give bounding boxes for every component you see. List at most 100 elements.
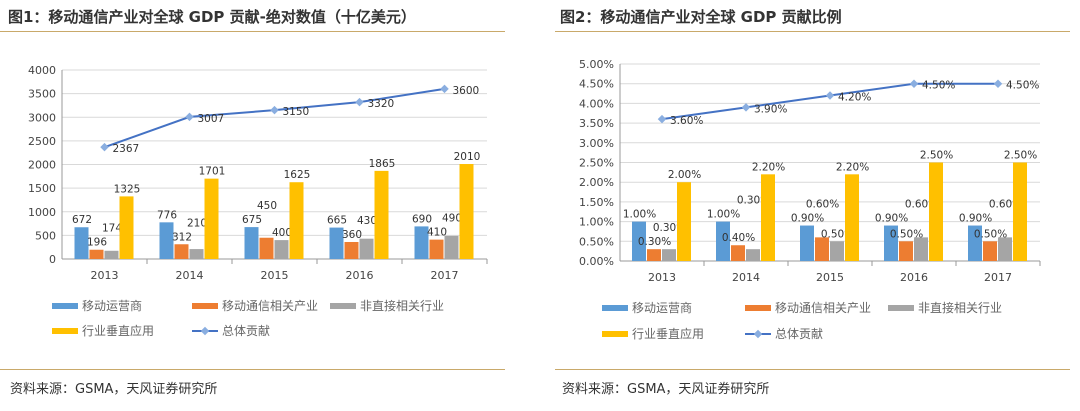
data-label: 0.50% [974, 228, 1007, 240]
legend-label: 行业垂直应用 [632, 327, 705, 341]
x-tick-label: 2013 [648, 271, 676, 284]
bar-1 [89, 249, 104, 259]
bar-2 [444, 235, 459, 259]
legend-label: 移动运营商 [632, 301, 693, 315]
legend-label: 总体贡献 [222, 324, 271, 338]
x-tick-label: 2017 [431, 269, 459, 282]
legend-label: 总体贡献 [775, 327, 824, 341]
bar-1 [344, 241, 359, 259]
line-marker [993, 79, 1003, 88]
bar-2 [359, 238, 374, 259]
bar-0 [74, 227, 89, 259]
legend-swatch [192, 302, 218, 309]
bar-3 [119, 196, 134, 259]
bar-2 [104, 250, 119, 259]
data-label: 400 [272, 227, 292, 239]
y-tick-label: 3500 [28, 88, 56, 101]
x-tick-label: 2016 [900, 271, 928, 284]
chart1-svg: 0 500 1000 1500 2000 2500 3000 3500 4000 2013 2014… [28, 64, 488, 282]
data-label: 174 [102, 223, 122, 235]
legend-label: 非直接相关行业 [360, 299, 445, 313]
legend-item: 移动运营商 [602, 299, 692, 316]
data-label: 1.00% [623, 209, 656, 221]
y-tick-label: 2000 [28, 159, 56, 172]
x-tick-label: 2014 [176, 269, 204, 282]
bar-0 [968, 225, 982, 261]
bar-1 [429, 239, 444, 259]
data-label: 2.20% [836, 161, 869, 173]
y-tick-label: 1.00% [579, 216, 614, 229]
y-tick-label: 3.50% [579, 117, 614, 130]
x-tick-label: 2014 [732, 271, 760, 284]
x-tick-label: 2013 [91, 269, 119, 282]
line-marker [741, 103, 751, 112]
data-label: 3.60% [670, 115, 703, 127]
y-tick-label: 3.00% [579, 137, 614, 150]
data-label: 1.00% [707, 209, 740, 221]
data-label: 410 [427, 227, 447, 239]
chart2-footer-rule [555, 369, 1070, 370]
data-label: 0.90% [791, 213, 824, 225]
y-tick-label: 4.50% [579, 78, 614, 91]
y-tick-label: 4000 [28, 64, 56, 77]
data-label: 3320 [368, 98, 395, 110]
chart1-footer-rule [0, 369, 505, 370]
chart2-svg: 0.00% 0.50% 1.00% 1.50% 2.00% 2.50% 3.00% 3.50%… [579, 58, 1041, 284]
bar-1 [259, 237, 274, 259]
chart1-source: 资料来源：GSMA，天风证券研究所 [10, 382, 218, 397]
y-tick-label: 3000 [28, 111, 56, 124]
legend-swatch [52, 302, 78, 309]
data-label: 0.60% [806, 199, 839, 211]
legend-swatch [745, 304, 771, 311]
y-tick-label: 2.50% [579, 157, 614, 170]
bar-0 [159, 222, 174, 259]
data-label: 3150 [283, 106, 310, 118]
bar-3 [289, 182, 304, 259]
bar-0 [329, 227, 344, 259]
bar-3 [929, 162, 943, 261]
bar-1 [647, 249, 661, 261]
data-label: 490 [442, 213, 462, 225]
bar-1 [983, 241, 997, 261]
y-tick-label: 4.00% [579, 97, 614, 110]
y-tick-label: 5.00% [579, 58, 614, 71]
line-marker [185, 112, 194, 122]
legend-line-swatch [745, 332, 771, 335]
data-label: 0.90% [875, 213, 908, 225]
data-label: 4.50% [922, 80, 955, 92]
data-label: 1865 [369, 158, 396, 170]
bar-2 [746, 249, 760, 261]
bar-2 [830, 241, 844, 261]
legend-item: 总体贡献 [745, 325, 823, 342]
bar-2 [274, 240, 289, 259]
bar-2 [189, 249, 204, 259]
line-marker [909, 79, 919, 88]
legend-swatch [330, 302, 356, 309]
y-tick-label: 1000 [28, 206, 56, 219]
bar-1 [731, 245, 745, 261]
legend-label: 行业垂直应用 [82, 324, 155, 338]
bar-3 [459, 164, 474, 259]
bar-0 [414, 226, 429, 259]
chart1-header-rule [0, 31, 505, 32]
legend-item: 总体贡献 [192, 322, 270, 339]
y-tick-label: 0 [49, 253, 56, 266]
y-tick-label: 0.00% [579, 255, 614, 268]
x-tick-label: 2015 [816, 271, 844, 284]
data-label: 1701 [199, 166, 226, 178]
bar-3 [845, 174, 859, 261]
data-label: 4.20% [838, 92, 871, 104]
data-label: 450 [257, 200, 277, 212]
line-marker [657, 114, 667, 124]
bar-0 [800, 225, 814, 261]
data-label: 312 [172, 231, 192, 243]
bar-2 [914, 237, 928, 261]
data-label: 2010 [454, 151, 481, 163]
bar-0 [884, 225, 898, 261]
data-label: 776 [157, 209, 177, 221]
legend-item: 行业垂直应用 [602, 325, 704, 342]
data-label: 690 [412, 213, 432, 225]
data-label: 2.50% [920, 150, 953, 162]
y-tick-label: 2500 [28, 135, 56, 148]
